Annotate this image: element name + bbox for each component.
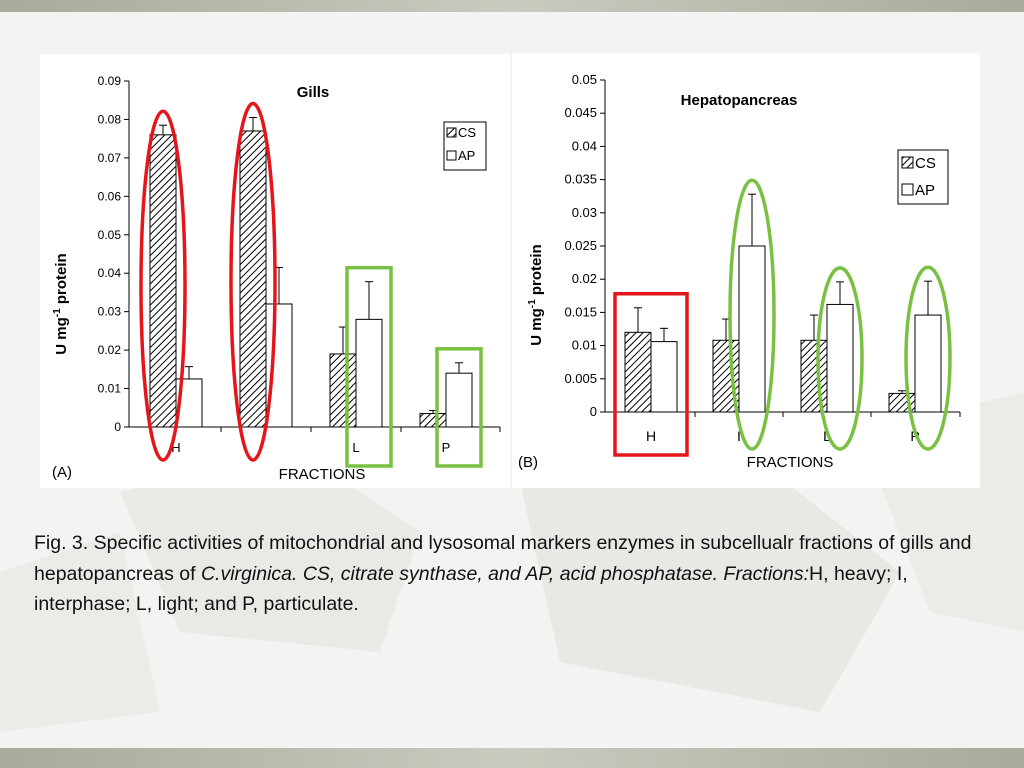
hepatopancreas-highlight-red-h: [613, 292, 689, 457]
hepatopancreas-legend: CS AP: [897, 149, 949, 205]
top-band: [0, 0, 1024, 12]
hepatopancreas-legend-cs-label: CS: [915, 155, 936, 172]
hepatopancreas-highlight-green-l: [816, 266, 864, 451]
gills-bar-cs-i: [239, 130, 267, 428]
hepatopancreas-y-tick-label: 0: [590, 404, 597, 419]
gills-bar-ap-l: [355, 318, 383, 428]
panel-gills: 0 0.01 0.02 0.03 0.04 0.05 0.06 0.07 0.08 0.09 H L P…: [40, 54, 510, 488]
gills-y-axis-label: U mg-1 protein: [52, 253, 70, 354]
hepatopancreas-bar-ap-h: [650, 341, 678, 413]
hepatopancreas-highlight-green-i: [728, 178, 776, 451]
gills-bar-chart: 0 0.01 0.02 0.03 0.04 0.05 0.06 0.07 0.08 0.09 H L P…: [52, 74, 501, 483]
gills-y-tick-label: 0.07: [98, 151, 122, 165]
hepatopancreas-bar-ap-p: [914, 314, 942, 413]
hepatopancreas-y-tick-label: 0.015: [564, 304, 597, 319]
hepatopancreas-legend-ap-label: AP: [915, 182, 935, 199]
hepatopancreas-chart-title: Hepatopancreas: [681, 92, 798, 109]
hepatopancreas-y-tick-label: 0.03: [572, 205, 597, 220]
caption-lead: Fig. 3. Specific activities of mitochond…: [34, 532, 972, 585]
hepatopancreas-highlight-green-p: [904, 265, 952, 451]
hepatopancreas-y-tick-label: 0.035: [564, 172, 597, 187]
hepatopancreas-y-axis-label: U mg-1 protein: [527, 244, 545, 345]
caption-tail: H, heavy; I, interphase; L, light; and P…: [34, 562, 908, 616]
gills-category-label: H: [171, 440, 180, 455]
gills-category-label: P: [442, 440, 451, 455]
gills-y-tick-label: 0.02: [98, 343, 122, 357]
gills-y-tick-label: 0.08: [98, 112, 122, 126]
hepatopancreas-y-tick-label: 0.02: [572, 271, 597, 286]
gills-highlight-red-h: [139, 109, 187, 462]
gills-legend-cs-swatch: [446, 127, 457, 138]
bottom-band: [0, 748, 1024, 768]
gills-y-tick-label: 0.05: [98, 228, 122, 242]
gills-x-axis-label: FRACTIONS: [279, 466, 366, 483]
gills-y-tick-label: 0.09: [98, 74, 122, 88]
gills-bar-ap-p: [445, 372, 473, 428]
gills-highlight-green-l: [345, 265, 393, 468]
panel-hepatopancreas: 0 0.005 0.01 0.015 0.02 0.025 0.03 0.035 0.04 0.0…: [512, 53, 980, 488]
hepatopancreas-y-tick-label: 0.01: [572, 338, 597, 353]
gills-y-tick-label: 0: [114, 420, 121, 434]
gills-bar-cs-p: [419, 413, 447, 428]
hepatopancreas-legend-cs-swatch: [901, 156, 914, 169]
hepatopancreas-bar-ap-l: [826, 303, 854, 413]
gills-legend: CS AP: [443, 121, 487, 171]
hepatopancreas-y-tick-label: 0.025: [564, 238, 597, 253]
hepatopancreas-y-tick-label: 0.05: [572, 72, 597, 87]
gills-chart-title: Gills: [297, 84, 330, 101]
background-texture: [0, 392, 1024, 732]
gills-highlight-green-p: [435, 347, 483, 468]
gills-y-tick-label: 0.04: [98, 266, 122, 280]
caption-italic: C.virginica. CS, citrate synthase, and A…: [200, 562, 810, 585]
gills-category-label: L: [352, 440, 359, 455]
hepatopancreas-y-tick-label: 0.045: [564, 105, 597, 120]
gills-y-tick-label: 0.03: [98, 305, 122, 319]
hepatopancreas-bar-cs-h: [624, 331, 652, 413]
hepatopancreas-panel-tag: (B): [518, 454, 538, 471]
gills-y-tick-label: 0.06: [98, 189, 122, 203]
hepatopancreas-bar-ap-i: [738, 245, 766, 413]
gills-y-tick-label: 0.01: [98, 382, 122, 396]
gills-bar-cs-h: [149, 134, 177, 428]
hepatopancreas-category-label: I: [737, 428, 741, 444]
gills-panel-tag: (A): [52, 464, 72, 481]
gills-highlight-red-i: [229, 101, 277, 462]
gills-legend-ap-label: AP: [458, 148, 475, 163]
hepatopancreas-category-label: H: [646, 428, 656, 444]
hepatopancreas-y-tick-label: 0.005: [564, 371, 597, 386]
hepatopancreas-y-tick-label: 0.04: [572, 138, 597, 153]
hepatopancreas-x-axis-label: FRACTIONS: [747, 454, 834, 471]
gills-legend-cs-label: CS: [458, 125, 476, 140]
gills-bar-cs-l: [329, 353, 357, 428]
gills-legend-ap-swatch: [446, 150, 457, 161]
hepatopancreas-legend-ap-swatch: [901, 183, 914, 196]
hepatopancreas-bar-cs-l: [800, 339, 828, 413]
figure-caption: Fig. 3. Specific activities of mitochond…: [34, 528, 994, 620]
hepatopancreas-bar-chart: 0 0.005 0.01 0.015 0.02 0.025 0.03 0.035 0.04 0.0…: [518, 72, 961, 471]
